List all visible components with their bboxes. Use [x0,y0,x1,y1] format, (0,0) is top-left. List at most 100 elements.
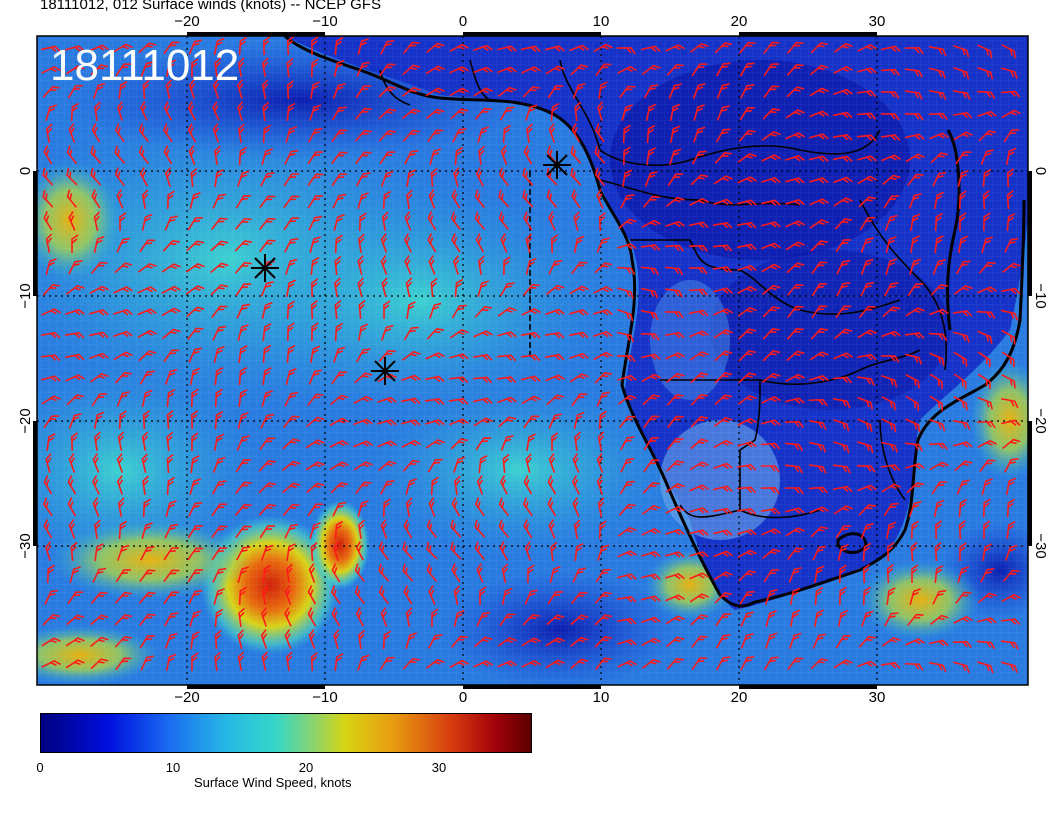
wind-barb [737,549,757,559]
wind-barb [237,57,245,78]
wind-barb [736,508,757,515]
wind-barb [262,564,272,584]
wind-barb [284,149,299,165]
wind-barb [978,130,997,142]
wind-barb [977,396,993,410]
wind-barb [640,333,660,341]
wind-barb [330,585,341,605]
wind-barb [838,586,847,606]
wind-barb [763,63,780,77]
wind-barb [784,464,804,474]
wind-barb [810,42,829,54]
wind-barb [473,87,493,97]
wind-barb [43,475,53,495]
wind-barb [90,658,109,670]
wind-barb [905,374,920,389]
wind-barb [212,123,220,143]
wind-barb [333,541,340,561]
wind-barb [425,352,445,360]
wind-barb [357,255,364,275]
wind-barb [642,394,661,406]
wind-barb [357,192,369,209]
wind-barb [309,104,322,121]
wind-barb [113,309,133,316]
wind-barb [379,63,396,77]
wind-barb [377,396,397,404]
wind-barb [810,658,829,670]
wind-barb [237,79,244,99]
wind-barb [186,240,205,252]
wind-barb [453,585,461,606]
wind-barb [788,632,802,649]
wind-barb [286,322,295,342]
wind-barb [44,589,59,605]
wind-barb [65,284,85,295]
wind-barb [42,283,60,296]
wind-barb [1001,109,1021,119]
wind-barb [46,433,56,452]
wind-barb [929,352,945,366]
wind-barb [857,175,877,185]
wind-barb [139,370,155,385]
wind-barb [545,659,565,669]
wind-barb [619,480,635,495]
wind-barb [1002,569,1020,582]
wind-barb [880,355,900,363]
wind-barb [785,507,805,514]
wind-barb [211,525,228,539]
wind-barb [690,416,709,428]
wind-barb [65,308,85,316]
wind-barb [358,323,369,342]
wind-barb [739,591,755,605]
wind-barb [905,307,925,317]
wind-barb [283,195,300,209]
wind-barb [689,351,709,361]
wind-barb [1000,287,1021,295]
wind-barb [665,615,685,625]
wind-barb [405,607,413,628]
wind-barb [785,109,805,119]
wind-barb [833,176,853,184]
wind-barbs [40,36,1021,674]
wind-barb [259,239,276,253]
wind-barb [331,563,341,583]
wind-barb [502,453,510,474]
wind-barb [716,105,730,121]
wind-barb [593,330,613,338]
wind-barb [932,171,947,187]
wind-barb [983,520,991,539]
wind-barb [93,211,101,232]
wind-barb [834,328,853,340]
wind-barb [262,367,272,386]
wind-barb [689,593,709,603]
wind-barb [689,484,709,492]
wind-barb [379,656,395,671]
wind-barb [333,346,346,363]
wind-barb [70,541,78,562]
wind-barb [284,391,299,407]
wind-barb [809,219,829,229]
wind-barb [911,564,919,584]
wind-barb [832,398,851,409]
wind-barb [809,177,829,184]
wind-barb [378,349,396,362]
wind-barb [189,610,202,627]
wind-barb [378,541,389,561]
lat-tick-label: −20 [1032,408,1049,433]
wind-barb [473,330,493,338]
wind-barb [45,123,53,144]
wind-barb [402,657,420,670]
wind-barb [833,352,853,360]
wind-barb [42,614,61,626]
wind-barb [91,123,101,143]
wind-barb [833,65,853,74]
wind-barb [953,285,973,295]
wind-barb [190,167,198,188]
wind-barb [357,500,369,517]
wind-barb [761,263,781,273]
wind-barb [739,107,755,121]
lon-tick-label: 0 [459,689,467,706]
wind-barb [713,287,733,294]
wind-barb [307,585,317,605]
wind-barb [261,301,273,320]
